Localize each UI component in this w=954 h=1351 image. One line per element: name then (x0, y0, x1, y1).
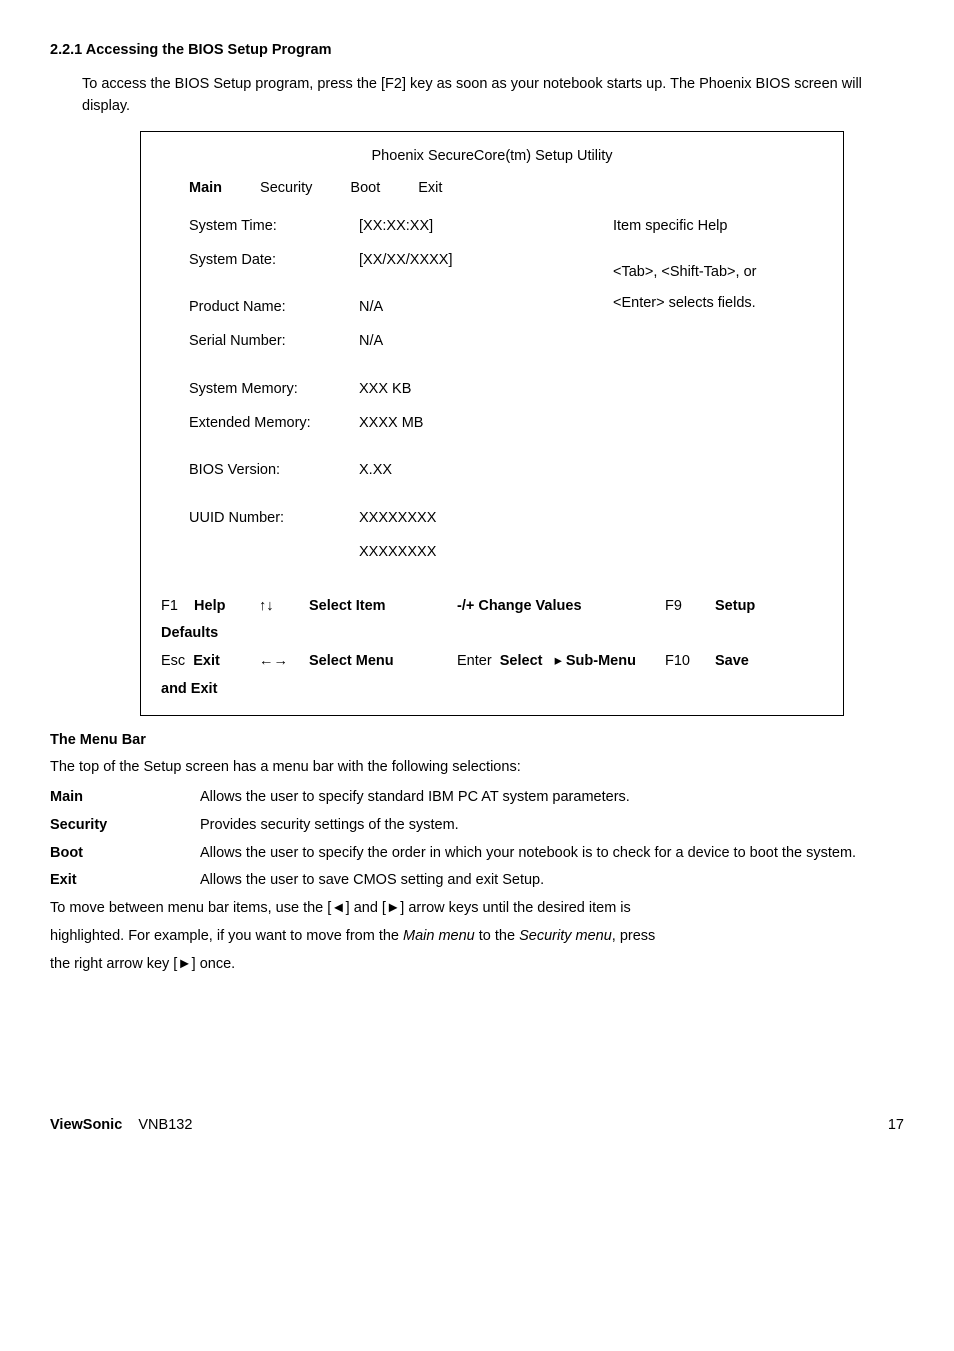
help-line-2: <Enter> selects fields. (613, 293, 823, 315)
page-footer: ViewSonic VNB132 17 (50, 1115, 904, 1137)
def-main: Main Allows the user to specify standard… (50, 787, 904, 809)
nav-para-line-2: highlighted. For example, if you want to… (50, 926, 904, 948)
menu-exit: Exit (418, 178, 442, 200)
def-security: Security Provides security settings of t… (50, 815, 904, 837)
label-bios-version: BIOS Version: (189, 460, 359, 482)
def-main-term: Main (50, 787, 200, 809)
nav-text-mid: to the (475, 928, 519, 944)
def-boot-term: Boot (50, 843, 200, 865)
action-and-exit: and Exit (161, 679, 217, 701)
row-system-memory: System Memory: XXX KB (189, 379, 613, 401)
key-f1: F1 (161, 598, 178, 614)
key-updown: ↑↓ (259, 596, 301, 618)
menu-main: Main (189, 178, 222, 200)
help-title: Item specific Help (613, 216, 823, 238)
def-exit-term: Exit (50, 870, 200, 892)
def-security-term: Security (50, 815, 200, 837)
value-system-time: [XX:XX:XX] (359, 216, 433, 238)
def-boot: Boot Allows the user to specify the orde… (50, 843, 904, 865)
action-help: Help (194, 598, 225, 614)
nav-text-post: , press (612, 928, 656, 944)
def-security-desc: Provides security settings of the system… (200, 815, 904, 837)
bios-left-panel: System Time: [XX:XX:XX] System Date: [XX… (161, 216, 613, 576)
nav-text-pre: highlighted. For example, if you want to… (50, 928, 403, 944)
bios-menu-bar: Main Security Boot Exit (189, 178, 823, 200)
bios-screen: Phoenix SecureCore(tm) Setup Utility Mai… (140, 131, 844, 715)
label-uuid-blank (189, 542, 359, 564)
footer-model: VNB132 (138, 1117, 192, 1133)
value-system-date: [XX/XX/XXXX] (359, 250, 453, 272)
action-select: Select (500, 653, 543, 669)
key-enter: Enter (457, 653, 492, 669)
label-uuid: UUID Number: (189, 508, 359, 530)
key-esc: Esc (161, 653, 185, 669)
action-defaults: Defaults (161, 623, 218, 645)
action-exit: Exit (193, 653, 220, 669)
menu-bar-intro: The top of the Setup screen has a menu b… (50, 757, 904, 779)
row-system-time: System Time: [XX:XX:XX] (189, 216, 613, 238)
label-product-name: Product Name: (189, 297, 359, 319)
value-extended-memory: XXXX MB (359, 413, 423, 435)
bios-help-panel: Item specific Help <Tab>, <Shift-Tab>, o… (613, 216, 823, 576)
value-serial-number: N/A (359, 331, 383, 353)
action-save: Save (715, 651, 749, 673)
bios-footer-row-4: and Exit (161, 679, 823, 701)
bios-footer-row-2: Defaults (161, 623, 823, 645)
action-submenu: Sub-Menu (566, 653, 636, 669)
value-system-memory: XXX KB (359, 379, 411, 401)
action-select-item: Select Item (309, 596, 449, 618)
footer-brand: ViewSonic (50, 1117, 122, 1133)
nav-para-line-1: To move between menu bar items, use the … (50, 898, 904, 920)
label-system-time: System Time: (189, 216, 359, 238)
row-system-date: System Date: [XX/XX/XXXX] (189, 250, 613, 272)
nav-para-line-3: the right arrow key [►] once. (50, 954, 904, 976)
label-system-memory: System Memory: (189, 379, 359, 401)
row-uuid-2: XXXXXXXX (189, 542, 613, 564)
section-heading: 2.2.1 Accessing the BIOS Setup Program (50, 40, 904, 62)
action-select-menu: Select Menu (309, 651, 449, 673)
value-product-name: N/A (359, 297, 383, 319)
value-bios-version: X.XX (359, 460, 392, 482)
label-extended-memory: Extended Memory: (189, 413, 359, 435)
bios-footer-row-1: F1 Help ↑↓ Select Item -/+ Change Values… (161, 596, 823, 618)
key-f9: F9 (665, 596, 707, 618)
label-system-date: System Date: (189, 250, 359, 272)
row-serial-number: Serial Number: N/A (189, 331, 613, 353)
footer-left: ViewSonic VNB132 (50, 1115, 192, 1137)
def-boot-desc: Allows the user to specify the order in … (200, 843, 904, 865)
bios-footer-row-3: Esc Exit ←→ Select Menu Enter Select ▸ S… (161, 651, 823, 673)
row-uuid: UUID Number: XXXXXXXX (189, 508, 613, 530)
menu-boot: Boot (350, 178, 380, 200)
submenu-arrow-icon: ▸ (555, 653, 562, 669)
nav-main-menu: Main menu (403, 928, 475, 944)
row-product-name: Product Name: N/A (189, 297, 613, 319)
row-extended-memory: Extended Memory: XXXX MB (189, 413, 613, 435)
value-uuid-2: XXXXXXXX (359, 542, 436, 564)
action-setup: Setup (715, 596, 755, 618)
footer-page-number: 17 (888, 1115, 904, 1137)
def-main-desc: Allows the user to specify standard IBM … (200, 787, 904, 809)
value-uuid-1: XXXXXXXX (359, 508, 436, 530)
label-serial-number: Serial Number: (189, 331, 359, 353)
nav-security-menu: Security menu (519, 928, 612, 944)
help-line-1: <Tab>, <Shift-Tab>, or (613, 262, 823, 284)
bios-title: Phoenix SecureCore(tm) Setup Utility (161, 146, 823, 168)
menu-security: Security (260, 178, 312, 200)
bios-body: System Time: [XX:XX:XX] System Date: [XX… (161, 216, 823, 576)
def-exit: Exit Allows the user to save CMOS settin… (50, 870, 904, 892)
key-f10: F10 (665, 651, 707, 673)
menu-bar-heading: The Menu Bar (50, 730, 904, 752)
key-leftright: ←→ (259, 651, 301, 673)
action-change-values: -/+ Change Values (457, 596, 657, 618)
def-exit-desc: Allows the user to save CMOS setting and… (200, 870, 904, 892)
row-bios-version: BIOS Version: X.XX (189, 460, 613, 482)
intro-paragraph: To access the BIOS Setup program, press … (82, 74, 904, 118)
